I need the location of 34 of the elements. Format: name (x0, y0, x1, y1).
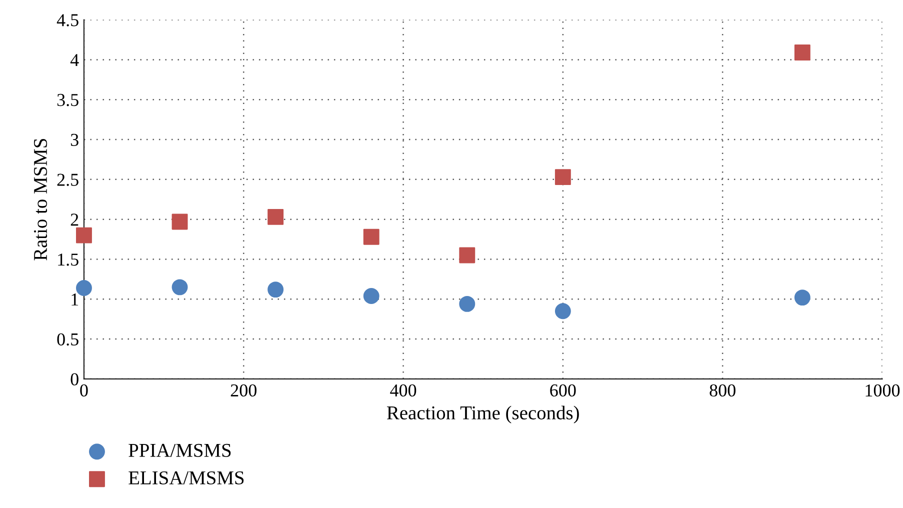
point (76, 280, 92, 296)
point (172, 214, 188, 230)
x-tick-label: 400 (390, 384, 416, 397)
y-tick-label: 2 (70, 214, 78, 226)
point (794, 44, 810, 61)
point (459, 296, 476, 312)
y-tick-label: 3.5 (57, 94, 78, 106)
y-tick-label: 4.5 (56, 14, 78, 26)
point (268, 208, 284, 225)
y-tick-label: 0 (70, 373, 78, 386)
x-axis-title: Reaction Time (seconds) (386, 406, 579, 424)
legend-label: PPIA/MSMS (128, 444, 231, 457)
y-tick-label: 4 (70, 54, 79, 66)
y-tick-label: 1 (72, 294, 78, 306)
y-tick-label: 2.5 (57, 174, 78, 186)
point (554, 169, 571, 186)
point (459, 247, 476, 264)
x-tick-label: 600 (550, 384, 576, 397)
x-tick-label: 200 (230, 384, 256, 397)
y-tick-label: 0.5 (57, 333, 78, 346)
x-tick-label: 800 (710, 384, 736, 397)
point (554, 303, 571, 320)
x-tick-label: 0 (80, 384, 88, 397)
point (172, 279, 188, 296)
point (268, 282, 284, 298)
y-tick-label: 3 (70, 134, 78, 146)
x-tick-label: 1000 (866, 384, 900, 397)
point (76, 227, 92, 244)
point (363, 288, 380, 304)
point (363, 228, 380, 245)
y-axis-title: Ratio to MSMS (34, 139, 48, 260)
y-tick-label: 1.5 (58, 254, 78, 266)
point (794, 290, 810, 306)
legend-label: ELISA/MSMS (128, 471, 244, 484)
